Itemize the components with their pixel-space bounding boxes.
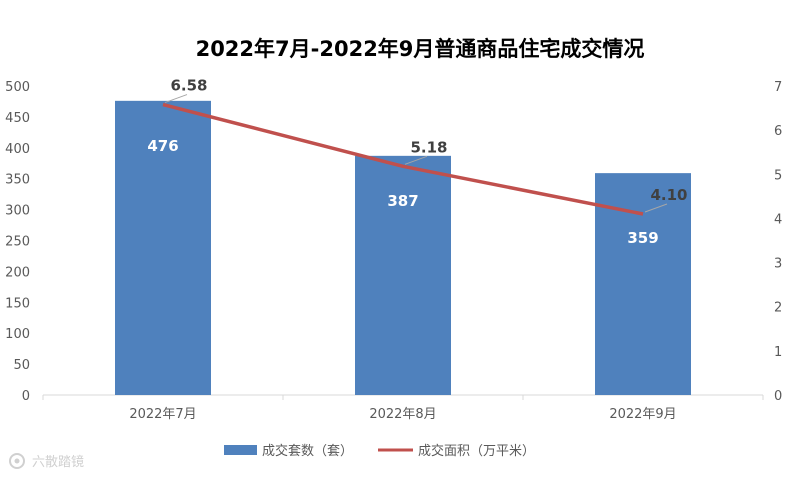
y-left-tick-label: 100 <box>5 327 30 342</box>
bar-data-label: 359 <box>627 229 658 247</box>
y-left-tick-label: 300 <box>5 204 30 219</box>
data-labels: 476 387 359 6.58 5.18 4.10 <box>147 77 687 248</box>
bar-data-label: 387 <box>387 192 418 210</box>
bar <box>115 100 211 395</box>
line-series <box>162 102 644 216</box>
line-data-label: 4.10 <box>650 186 687 204</box>
camera-logo-icon <box>9 453 25 469</box>
bar <box>595 173 691 395</box>
y-left-tick-label: 250 <box>5 235 30 250</box>
y-left-tick-label: 400 <box>5 142 30 157</box>
chart-title: 2022年7月-2022年9月普通商品住宅成交情况 <box>196 37 645 61</box>
series-line <box>162 102 644 216</box>
y-left-tick-label: 200 <box>5 265 30 280</box>
x-tick-label: 2022年7月 <box>129 407 196 422</box>
right-axis: 0 1 2 3 4 5 6 7 <box>774 80 782 404</box>
legend-bar-label: 成交套数（套） <box>262 443 353 459</box>
watermark: 六散踏镜 <box>9 453 84 470</box>
line-label-leader <box>644 203 668 213</box>
x-tick-label: 2022年9月 <box>609 407 676 422</box>
bar-data-label: 476 <box>147 137 178 155</box>
watermark-text: 六散踏镜 <box>32 455 84 470</box>
y-right-tick-label: 4 <box>774 212 782 227</box>
legend-bar-swatch <box>224 445 257 455</box>
bar-series <box>115 100 691 395</box>
line-data-label: 6.58 <box>170 77 207 95</box>
line-label-leader <box>164 94 188 104</box>
y-right-tick-label: 6 <box>774 124 782 139</box>
x-tick-label: 2022年8月 <box>369 407 436 422</box>
x-axis-ticks: 2022年7月 2022年8月 2022年9月 <box>42 395 764 422</box>
legend: 成交套数（套） 成交面积（万平米） <box>224 443 535 459</box>
y-left-tick-label: 450 <box>5 111 30 126</box>
y-right-tick-label: 7 <box>774 80 782 95</box>
y-left-tick-label: 350 <box>5 173 30 188</box>
y-left-tick-label: 150 <box>5 296 30 311</box>
y-right-tick-label: 1 <box>774 345 782 360</box>
line-label-leader <box>404 155 428 165</box>
y-left-tick-label: 0 <box>22 389 30 404</box>
y-left-tick-label: 500 <box>5 80 30 95</box>
y-right-tick-label: 0 <box>774 389 782 404</box>
y-right-tick-label: 5 <box>774 168 782 183</box>
legend-line-label: 成交面积（万平米） <box>418 443 535 459</box>
y-left-tick-label: 50 <box>13 358 30 373</box>
y-right-tick-label: 2 <box>774 301 782 316</box>
y-right-tick-label: 3 <box>774 257 782 272</box>
line-data-label: 5.18 <box>410 138 447 156</box>
bar <box>355 155 451 395</box>
left-axis: 0 50 100 150 200 250 300 350 400 450 500 <box>5 80 30 404</box>
